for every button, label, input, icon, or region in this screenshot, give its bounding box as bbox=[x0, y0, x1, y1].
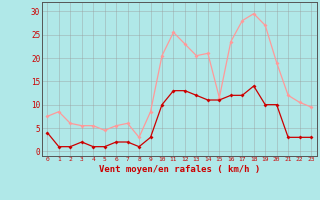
X-axis label: Vent moyen/en rafales ( km/h ): Vent moyen/en rafales ( km/h ) bbox=[99, 165, 260, 174]
